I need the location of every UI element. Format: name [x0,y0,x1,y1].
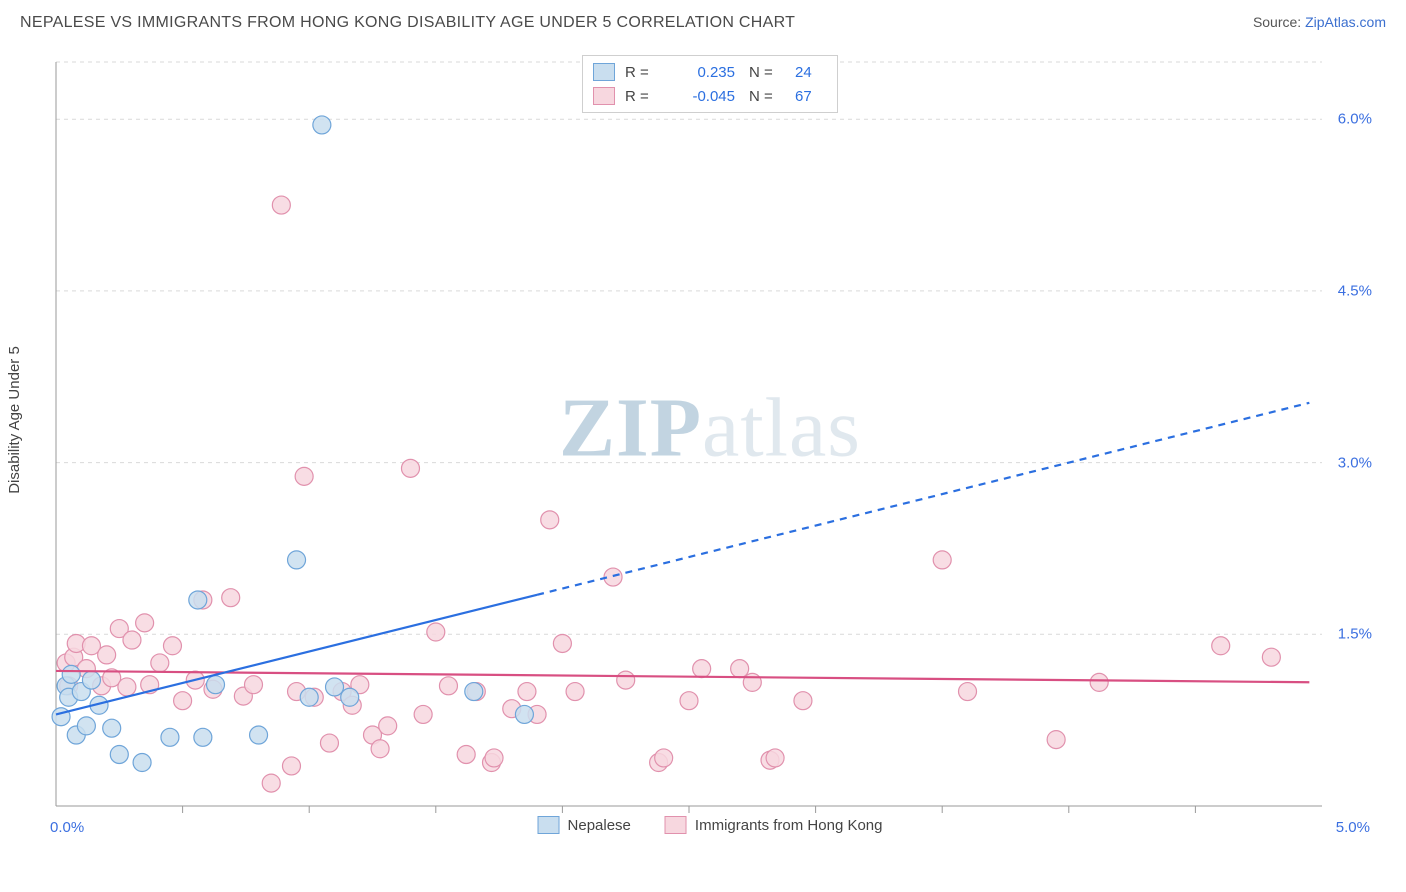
n-label: N = [749,64,785,81]
source-attribution: Source: ZipAtlas.com [1253,14,1386,30]
series-legend: Nepalese Immigrants from Hong Kong [538,816,883,834]
legend-swatch-nepalese [593,63,615,81]
legend-swatch-hk [593,87,615,105]
legend-swatch-hk [665,816,687,834]
source-label: Source: [1253,14,1301,30]
plot-area: ZIPatlas R = 0.235 N = 24 R = -0.045 N =… [50,54,1370,834]
r-label: R = [625,64,661,81]
legend-label-hk: Immigrants from Hong Kong [695,817,883,834]
legend-item-nepalese: Nepalese [538,816,631,834]
legend-row-hk: R = -0.045 N = 67 [593,84,827,108]
y-tick-label: 6.0% [1338,111,1372,128]
r-label: R = [625,88,661,105]
legend-row-nepalese: R = 0.235 N = 24 [593,60,827,84]
legend-item-hk: Immigrants from Hong Kong [665,816,883,834]
n-value-nepalese: 24 [795,64,827,81]
n-value-hk: 67 [795,88,827,105]
title-bar: NEPALESE VS IMMIGRANTS FROM HONG KONG DI… [20,14,1386,40]
chart-title: NEPALESE VS IMMIGRANTS FROM HONG KONG DI… [20,14,795,31]
scatter-plot-svg [50,54,1370,834]
y-tick-label: 4.5% [1338,282,1372,299]
r-value-hk: -0.045 [671,88,735,105]
x-axis-max-label: 5.0% [1336,819,1370,836]
y-tick-label: 3.0% [1338,454,1372,471]
n-label: N = [749,88,785,105]
r-value-nepalese: 0.235 [671,64,735,81]
source-link[interactable]: ZipAtlas.com [1305,14,1386,30]
x-axis-origin-label: 0.0% [50,819,84,836]
legend-swatch-nepalese [538,816,560,834]
correlation-legend: R = 0.235 N = 24 R = -0.045 N = 67 [582,55,838,113]
y-tick-label: 1.5% [1338,626,1372,643]
y-axis-label: Disability Age Under 5 [6,346,23,494]
legend-label-nepalese: Nepalese [568,817,631,834]
